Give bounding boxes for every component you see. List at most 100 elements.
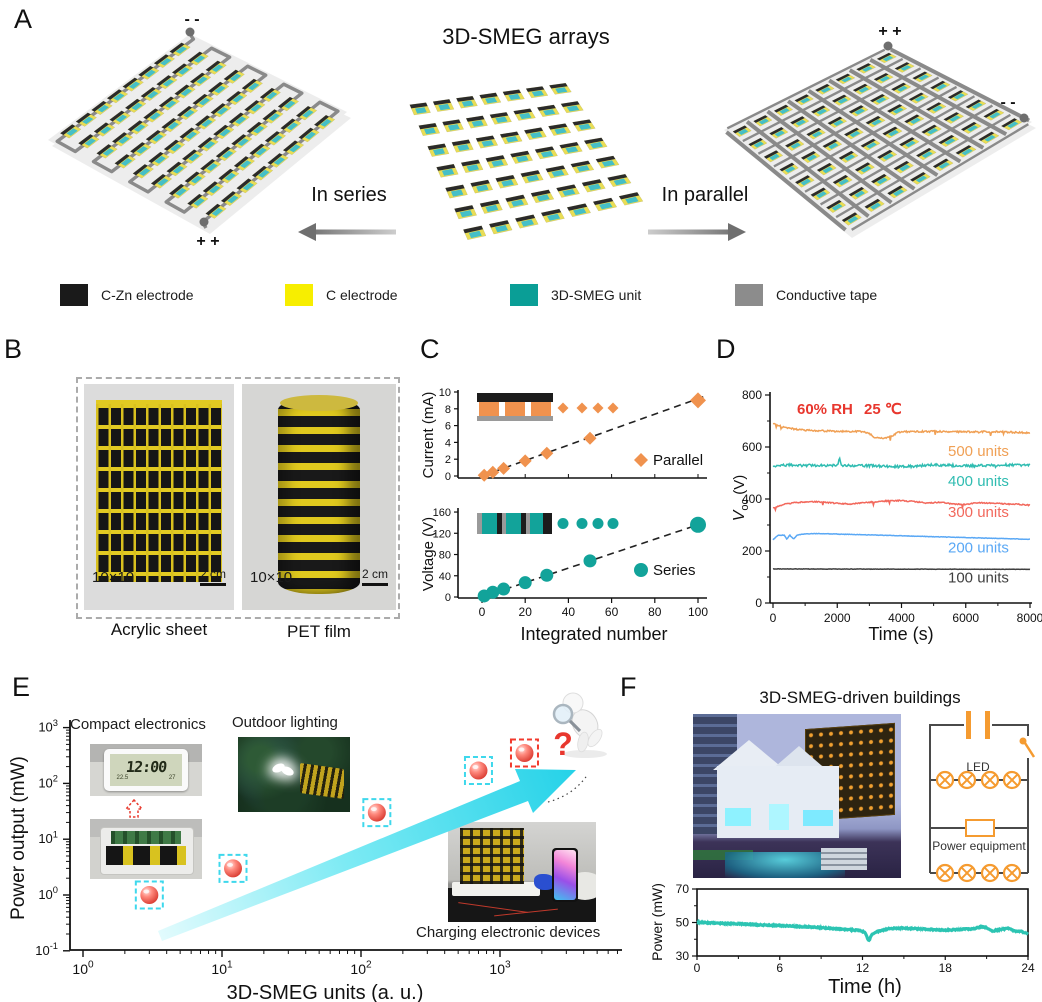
conductive-tape-swatch	[735, 284, 763, 306]
smartphone	[552, 848, 578, 902]
legend-item-c-electrode: C electrode	[285, 284, 398, 306]
smart-building-photo	[693, 714, 901, 878]
y-tick-label: 40	[439, 571, 451, 583]
flat-array-image	[96, 400, 222, 582]
question-mark: ?	[553, 726, 573, 762]
legend-label: Conductive tape	[776, 287, 878, 303]
x-tick-label: 100	[688, 605, 708, 619]
x-tick-label: 2000	[824, 611, 851, 625]
y-tick-label: 8	[445, 404, 451, 416]
y-tick-label: 4	[445, 437, 451, 449]
power-axis-title: Power (mW)	[649, 883, 665, 961]
minus-terminal-label: - -	[1000, 94, 1015, 111]
red-sphere-point	[140, 886, 159, 904]
y-tick-label: 80	[439, 550, 451, 562]
x-tick-label: 0	[694, 961, 701, 975]
y-tick-label: 6	[445, 421, 451, 433]
x-tick-label: 8000	[1017, 611, 1042, 625]
unit-array-center	[409, 82, 644, 241]
terminal-dot	[199, 217, 209, 227]
parallel-array: + + - -	[724, 23, 1036, 238]
voc-axis-title: Voc (V)	[731, 475, 751, 521]
compact-electronics-label: Compact electronics	[70, 716, 206, 733]
series-arrow	[298, 223, 396, 241]
outdoor-lighting-photo	[238, 737, 350, 812]
scale-bar: 2 cm	[199, 567, 226, 586]
pet-array-photo: 10×10 2 cm	[242, 384, 396, 610]
terminal-dot	[1019, 113, 1029, 123]
log-log-axes: 103 102 101 100 10-1 100 101 102 103 Power output…	[8, 718, 622, 977]
switch-lever	[1023, 742, 1036, 758]
voltage-plot: 0 40 80 120 160 0 20 40 60 80 100 Series Voltage (V)…	[420, 507, 708, 644]
y-tick-label: 160	[433, 507, 451, 519]
red-sphere-point	[515, 744, 534, 763]
battery-plate	[966, 711, 971, 739]
integrated-number-axis-title: Integrated number	[520, 624, 667, 644]
panel-f-title: 3D-SMEG-driven buildings	[759, 688, 961, 707]
x-tick-label: 18	[939, 961, 953, 975]
curve-label: 300 units	[948, 504, 1009, 521]
foam-block	[452, 882, 540, 896]
temperature-annotation: 25 ℃	[864, 401, 902, 418]
scale-label: 2 cm	[361, 567, 388, 581]
parallel-legend-label: Parallel	[653, 452, 703, 469]
in-series-label: In series	[311, 184, 387, 206]
power-equipment-label: Power equipment	[932, 839, 1026, 853]
battery-plate	[985, 711, 990, 739]
magnifier-icon	[552, 703, 574, 725]
legend-label: C electrode	[326, 287, 398, 303]
c-electrode-swatch	[285, 284, 313, 306]
panel-a-title: 3D-SMEG arrays	[442, 24, 610, 49]
curve-label: 200 units	[948, 539, 1009, 556]
log-tick-label: 101	[211, 960, 233, 977]
terminal-dot	[883, 41, 893, 51]
legend-marker-series	[634, 563, 648, 577]
x-tick-label: 20	[519, 605, 533, 619]
y-tick-label: 2	[445, 454, 451, 466]
clock-body: 12:00 22.5 27	[104, 749, 188, 791]
building-power-plot: 30 50 70 0 6 12 18 24 Power (mW)	[649, 882, 1035, 975]
red-sphere-point	[469, 761, 488, 780]
curve-label: 500 units	[948, 443, 1009, 460]
board-tray	[100, 827, 194, 875]
red-sphere-point	[224, 859, 243, 878]
voc-curve-300-units	[772, 499, 1031, 513]
x-tick-label: 6	[776, 961, 783, 975]
minus-terminal-label: - -	[184, 11, 199, 28]
legend-label: 3D-SMEG unit	[551, 287, 642, 303]
smeg-array-stack	[460, 828, 524, 884]
legend-marker-parallel	[634, 453, 648, 467]
in-parallel-label: In parallel	[661, 184, 749, 206]
curve-label: 400 units	[948, 473, 1009, 490]
circuit-board-photo	[90, 819, 202, 879]
x-tick-label: 0	[479, 605, 486, 619]
clock-photo: 12:00 22.5 27	[90, 744, 202, 796]
x-tick-label: 12	[856, 961, 870, 975]
y-tick-label: 120	[433, 528, 451, 540]
current-plot: 0 2 4 6 8 10 Parallel Current (mA)	[420, 387, 708, 483]
charging-devices-label: Charging electronic devices	[416, 924, 601, 941]
clock-lcd: 12:00 22.5 27	[110, 754, 182, 786]
x-tick-label: 40	[562, 605, 576, 619]
y-tick-label: 10	[439, 387, 451, 399]
scale-bar: 2 cm	[361, 567, 388, 586]
rolled-array-image	[278, 395, 360, 594]
series-legend-label: Series	[653, 562, 696, 579]
time-axis-title: Time (s)	[868, 624, 933, 644]
humidity-annotation: 60% RH	[797, 401, 853, 418]
e-x-axis-title: 3D-SMEG units (a. u.)	[226, 982, 424, 1002]
x-tick-label: 4000	[888, 611, 915, 625]
model-house-body	[717, 766, 839, 838]
led-label: LED	[966, 760, 990, 774]
blue-glove	[534, 874, 556, 890]
scale-bar-line	[199, 583, 226, 586]
log-tick-label: 10-1	[35, 941, 58, 958]
scaling-trend-arrow	[158, 769, 576, 941]
x-tick-label: 24	[1021, 961, 1035, 975]
smeg-cells-strip	[106, 846, 186, 865]
voc-curve-200-units	[772, 532, 1030, 541]
series-data-points	[477, 516, 706, 603]
y-tick-label: 0	[445, 592, 451, 604]
